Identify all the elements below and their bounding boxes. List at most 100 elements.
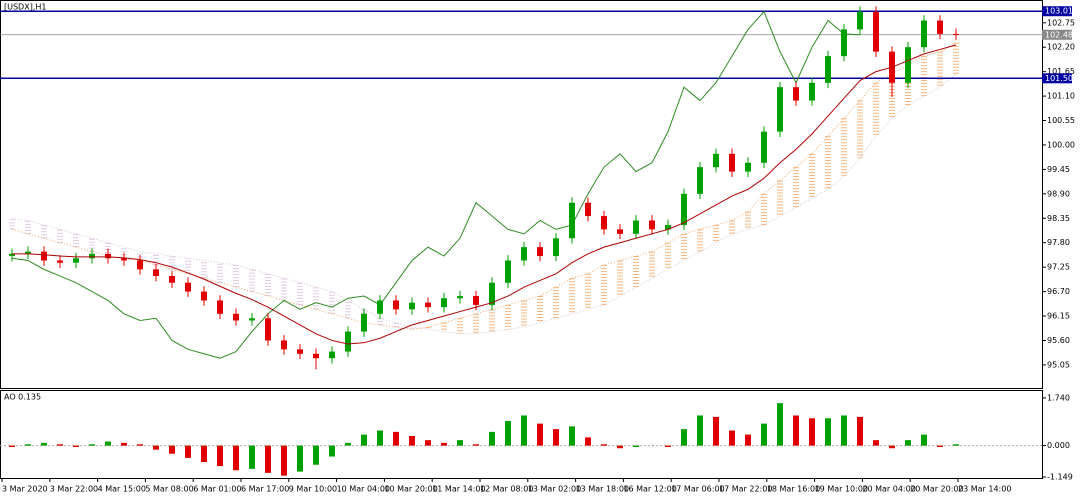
x-tick-label: 13 Mar 18:00 <box>576 485 629 494</box>
candle-body <box>313 353 319 359</box>
x-tick-label: 3 Mar 22:00 <box>50 485 98 494</box>
y-tick-label: 102.75 <box>1047 18 1075 27</box>
x-tick-label: 6 Mar 17:00 <box>241 485 289 494</box>
price-label: 102.48 <box>1045 30 1073 39</box>
candle-body <box>489 282 495 305</box>
candle-body <box>441 298 447 308</box>
chikou-line <box>11 10 861 359</box>
y-tick-label: 98.90 <box>1047 189 1070 198</box>
candle-body <box>553 238 559 257</box>
candle-body <box>569 202 575 239</box>
candle-body <box>89 253 95 259</box>
y-tick-label: 97.80 <box>1047 238 1070 247</box>
x-tick-label: 3 Mar 2020 <box>2 485 48 494</box>
main-frame <box>0 0 1043 389</box>
y-tick-label: 99.45 <box>1047 165 1070 174</box>
candle-body <box>265 318 271 341</box>
candle-body <box>793 87 799 101</box>
candle-body <box>457 296 463 299</box>
x-tick-label: 10 Mar 04:00 <box>337 485 390 494</box>
candle-body <box>233 313 239 321</box>
candle-body <box>713 153 719 168</box>
x-tick-label: 13 Mar 02:00 <box>528 485 581 494</box>
candle-body <box>409 302 415 310</box>
ao-tick-label: 0.000 <box>1047 441 1070 450</box>
candle-body <box>425 302 431 308</box>
candle-body <box>617 229 623 234</box>
candle-body <box>169 276 175 283</box>
candle-body <box>329 351 335 359</box>
candle-body <box>841 29 847 57</box>
candle-body <box>873 11 879 52</box>
ao-title: AO 0.135 <box>4 393 41 402</box>
candle-body <box>633 220 639 234</box>
candle-body <box>153 269 159 277</box>
level-label: 103.01 <box>1045 7 1073 16</box>
candle-body <box>345 331 351 352</box>
price-tag <box>1042 29 1072 40</box>
x-tick-label: 4 Mar 15:00 <box>98 485 146 494</box>
candle-body <box>201 291 207 301</box>
y-tick-label: 95.60 <box>1047 336 1070 345</box>
candle-body <box>505 260 511 283</box>
candle-body <box>937 20 943 34</box>
candle-body <box>25 251 31 254</box>
x-tick-label: 17 Mar 22:00 <box>719 485 772 494</box>
ma-line <box>12 44 957 345</box>
candle-body <box>57 260 63 263</box>
candle-body <box>137 260 143 270</box>
level-tag <box>1042 73 1072 84</box>
y-tick-label: 97.25 <box>1047 263 1070 272</box>
y-tick-label: 100.55 <box>1047 116 1075 125</box>
x-tick-label: 17 Mar 06:00 <box>671 485 724 494</box>
candle-body <box>473 296 479 305</box>
y-tick-label: 96.15 <box>1047 312 1070 321</box>
candle-body <box>585 202 591 217</box>
candle-body <box>953 33 959 35</box>
x-tick-label: 23 Mar 14:00 <box>958 485 1011 494</box>
span-b <box>11 73 957 335</box>
candle-body <box>281 340 287 350</box>
candle-body <box>217 300 223 314</box>
level-tag <box>1042 6 1072 17</box>
x-tick-label: 5 Mar 08:00 <box>145 485 193 494</box>
y-tick-label: 102.20 <box>1047 43 1075 52</box>
candle-body <box>297 349 303 354</box>
candle-body <box>249 318 255 321</box>
x-tick-label: 20 Mar 20:00 <box>910 485 963 494</box>
candle-body <box>105 253 111 259</box>
candle-body <box>377 300 383 314</box>
y-tick-label: 101.10 <box>1047 92 1075 101</box>
candle-body <box>681 193 687 225</box>
candle-body <box>905 47 911 83</box>
span-a <box>11 42 957 330</box>
candle-body <box>9 253 15 257</box>
x-tick-label: 16 Mar 12:00 <box>623 485 676 494</box>
x-tick-label: 11 Mar 14:00 <box>432 485 485 494</box>
y-tick-label: 101.65 <box>1047 67 1075 76</box>
y-tick-label: 100.00 <box>1047 140 1075 149</box>
candle-body <box>121 258 127 261</box>
candle-body <box>361 313 367 332</box>
candle-body <box>921 20 927 48</box>
candle-body <box>537 247 543 257</box>
chart-title: [USDX],H1 <box>4 3 46 12</box>
level-label: 101.50 <box>1045 74 1073 83</box>
x-tick-label: 19 Mar 10:00 <box>815 485 868 494</box>
candle-body <box>857 11 863 30</box>
candle-body <box>393 300 399 310</box>
candle-body <box>761 131 767 163</box>
x-tick-label: 12 Mar 08:00 <box>480 485 533 494</box>
candle-body <box>41 251 47 261</box>
candle-body <box>665 224 671 230</box>
candle-body <box>825 56 831 83</box>
candle-body <box>697 167 703 194</box>
candle-body <box>185 282 191 292</box>
y-tick-label: 95.05 <box>1047 360 1070 369</box>
x-tick-label: 6 Mar 01:00 <box>193 485 241 494</box>
candle-body <box>649 220 655 230</box>
y-tick-label: 96.70 <box>1047 287 1070 296</box>
candle-body <box>729 153 735 172</box>
ao-tick-label: -1.149 <box>1047 473 1073 482</box>
